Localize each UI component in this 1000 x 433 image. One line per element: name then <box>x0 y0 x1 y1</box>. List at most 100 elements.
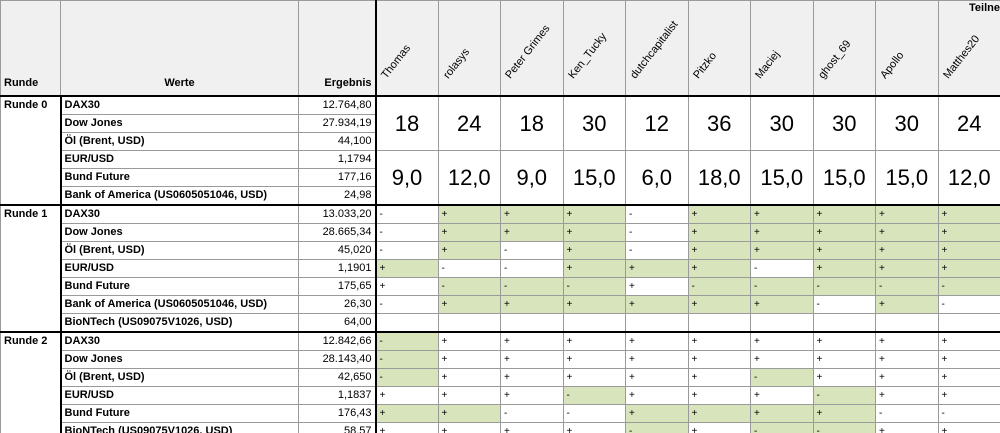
prediction-cell: + <box>562 368 626 387</box>
asset-value: 1,1901 <box>298 259 377 278</box>
prediction-cell: - <box>500 259 564 278</box>
prediction-cell: - <box>625 422 689 433</box>
prediction-cell: + <box>937 422 1000 433</box>
asset-value: 45,020 <box>298 241 377 260</box>
prediction-cell: + <box>687 404 751 423</box>
row: Dow Jones 28.665,34- + + + - + + + + + <box>1 223 1000 242</box>
score-cell: 15,0 <box>562 150 626 206</box>
points-cell: 30 <box>812 95 876 151</box>
participant-header: Matthes20 <box>937 0 1000 97</box>
points-cell: 12 <box>625 95 689 151</box>
prediction-cell: + <box>437 241 501 260</box>
participant-header: Apollo <box>875 0 939 97</box>
prediction-cell: + <box>750 223 814 242</box>
prediction-cell: + <box>437 404 501 423</box>
asset-value: 177,16 <box>298 168 377 187</box>
prediction-cell: + <box>750 331 814 351</box>
asset-name: Bank of America (US0605051046, USD) <box>60 186 299 206</box>
asset-name: Dow Jones <box>60 223 299 242</box>
prediction-cell: + <box>562 331 626 351</box>
participant-name: Matthes20 <box>940 33 982 82</box>
participant-header: Maciej <box>750 0 814 97</box>
row: Runde 1 DAX30 13.033,20- + + + - + + + + + <box>0 204 1000 333</box>
row: Bund Future 175,65 + - - - + - - - - - <box>1 277 1000 296</box>
prediction-cell: + <box>750 386 814 405</box>
prediction-cell: - <box>500 277 564 296</box>
prediction-cell: + <box>750 241 814 260</box>
empty-cell <box>875 313 939 333</box>
prediction-cell: - <box>625 204 689 224</box>
prediction-cell: + <box>500 368 564 387</box>
prediction-cell: + <box>500 331 564 351</box>
asset-value: 28.143,40 <box>298 350 377 369</box>
prediction-cell: + <box>500 295 564 314</box>
row: Bank of America (US0605051046, USD) 26,30… <box>1 295 1000 314</box>
points-cell: 18 <box>500 95 564 151</box>
prediction-cell: + <box>812 259 876 278</box>
prediction-cell: + <box>750 295 814 314</box>
asset-value: 24,98 <box>298 186 377 206</box>
row: EUR/USD 1,1794 9,0 12,0 9,0 15,0 6,0 18,0 15,0 15… <box>1 150 1000 206</box>
prediction-cell: - <box>937 404 1000 423</box>
points-cell: 18 <box>375 95 439 151</box>
participant-name: Maciej <box>753 48 783 82</box>
row: EUR/USD 1,1901 + - - + + + - + + + <box>1 259 1000 278</box>
participant-header: Peter Grimes <box>500 0 564 97</box>
prediction-cell: + <box>750 350 814 369</box>
score-cell: 15,0 <box>875 150 939 206</box>
prediction-cell: - <box>437 277 501 296</box>
empty-cell <box>437 313 501 333</box>
prediction-cell: - <box>375 368 439 387</box>
asset-name: Öl (Brent, USD) <box>60 132 299 151</box>
asset-name: Bund Future <box>60 404 299 423</box>
prediction-cell: - <box>937 277 1000 296</box>
score-cell: 15,0 <box>750 150 814 206</box>
prediction-cell: + <box>687 350 751 369</box>
asset-name: DAX30 <box>60 204 299 224</box>
prediction-cell: + <box>562 295 626 314</box>
prediction-cell: + <box>937 204 1000 224</box>
asset-name: Dow Jones <box>60 350 299 369</box>
prediction-cell: + <box>500 386 564 405</box>
round-label: Runde 1 <box>0 204 62 333</box>
prediction-cell: + <box>437 350 501 369</box>
prediction-cell: + <box>687 422 751 433</box>
prediction-cell: + <box>562 422 626 433</box>
prediction-cell: + <box>562 241 626 260</box>
asset-name: DAX30 <box>60 331 299 351</box>
asset-name: Öl (Brent, USD) <box>60 368 299 387</box>
asset-value: 28.665,34 <box>298 223 377 242</box>
prediction-cell: + <box>437 368 501 387</box>
score-cell: 12,0 <box>937 150 1000 206</box>
asset-value: 64,00 <box>298 313 377 333</box>
empty-cell <box>625 313 689 333</box>
prediction-cell: + <box>687 204 751 224</box>
prediction-cell: + <box>937 241 1000 260</box>
asset-value: 1,1794 <box>298 150 377 169</box>
group-label: Teilne <box>969 2 1000 14</box>
prediction-cell: - <box>500 241 564 260</box>
prediction-cell: + <box>812 368 876 387</box>
prediction-cell: + <box>375 259 439 278</box>
round-label: Runde 0 <box>0 95 62 206</box>
prediction-cell: + <box>500 204 564 224</box>
prediction-cell: + <box>875 223 939 242</box>
asset-name: BioNTech (US09075V1026, USD) <box>60 422 299 433</box>
prediction-cell: + <box>875 259 939 278</box>
score-cell: 9,0 <box>375 150 439 206</box>
participant-name: Thomas <box>378 42 413 82</box>
prediction-cell: + <box>937 368 1000 387</box>
prediction-cell: - <box>500 404 564 423</box>
participant-header: Pitzko <box>687 0 751 97</box>
prediction-cell: + <box>562 204 626 224</box>
row: Bund Future 176,43 + + - - + + + + - - <box>1 404 1000 423</box>
asset-name: Bank of America (US0605051046, USD) <box>60 295 299 314</box>
prediction-cell: + <box>937 223 1000 242</box>
participant-header: rolasys <box>437 0 501 97</box>
asset-name: Öl (Brent, USD) <box>60 241 299 260</box>
participant-header: ghost_69 <box>812 0 876 97</box>
prediction-cell: - <box>875 277 939 296</box>
participant-name: Ken_Tucky <box>565 30 609 82</box>
